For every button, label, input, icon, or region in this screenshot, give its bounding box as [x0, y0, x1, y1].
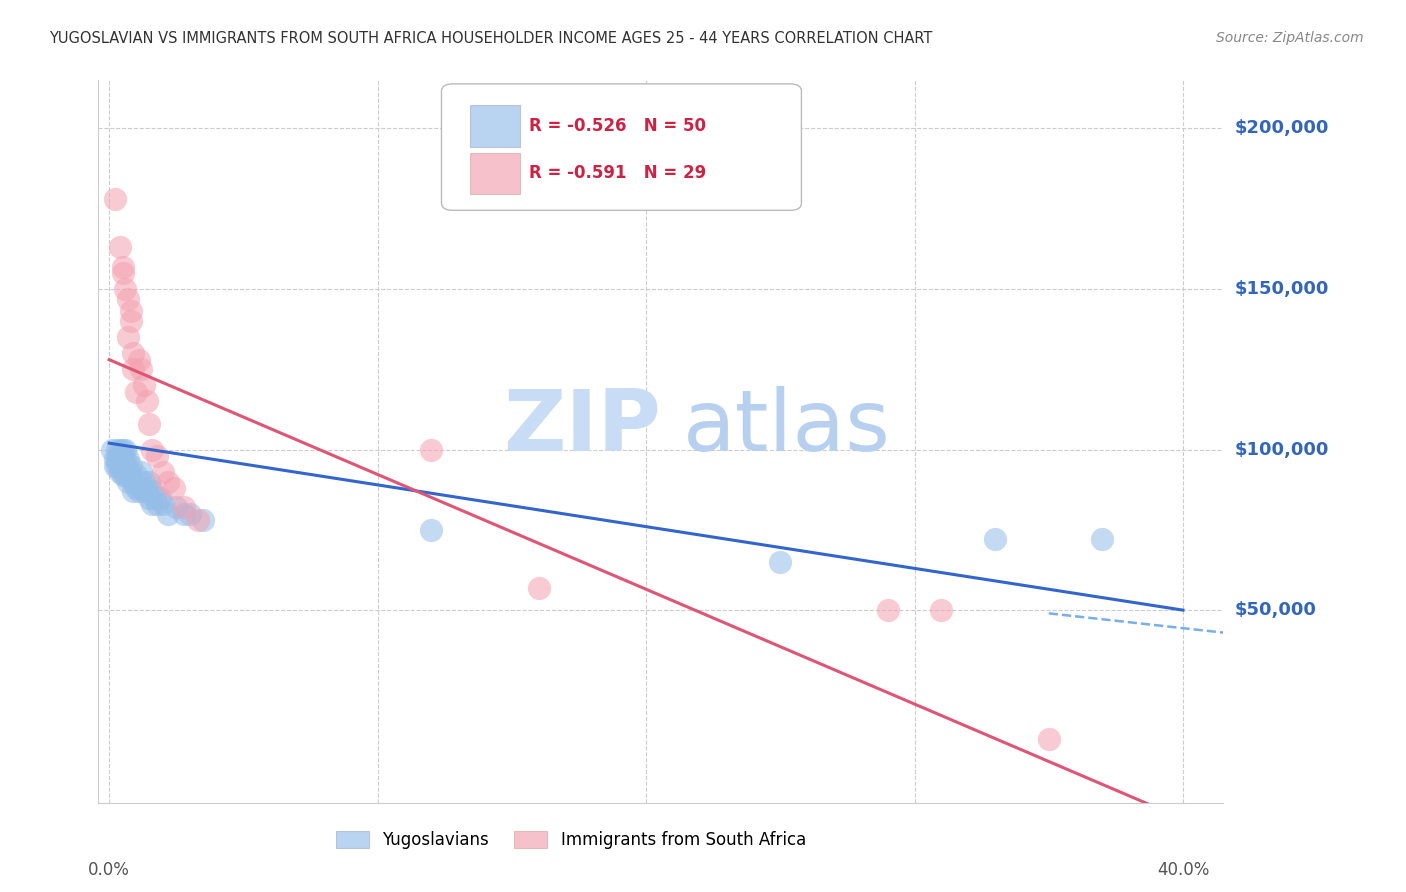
Point — [138, 417, 160, 431]
Point — [114, 468, 136, 483]
Point — [120, 314, 142, 328]
Point — [876, 603, 898, 617]
Point — [131, 362, 153, 376]
Point — [135, 481, 157, 495]
Point — [111, 468, 134, 483]
Point — [105, 458, 128, 473]
Point — [114, 442, 136, 457]
Point — [105, 442, 128, 457]
FancyBboxPatch shape — [470, 105, 520, 147]
Point — [131, 481, 153, 495]
Point — [125, 481, 148, 495]
Point — [132, 484, 155, 499]
Point — [179, 507, 201, 521]
Point — [191, 513, 214, 527]
Point — [120, 468, 142, 483]
Point — [187, 513, 209, 527]
Point — [122, 475, 145, 489]
Text: Source: ZipAtlas.com: Source: ZipAtlas.com — [1216, 31, 1364, 45]
Point — [108, 240, 131, 254]
Point — [165, 500, 187, 515]
Point — [141, 442, 163, 457]
Point — [152, 465, 174, 479]
Point — [122, 346, 145, 360]
Point — [138, 475, 160, 489]
Point — [146, 497, 169, 511]
Point — [141, 484, 163, 499]
Point — [120, 304, 142, 318]
Point — [101, 442, 124, 457]
Point — [117, 330, 139, 344]
Point — [131, 465, 153, 479]
Point — [111, 260, 134, 274]
Point — [420, 523, 443, 537]
Point — [108, 452, 131, 467]
Point — [117, 465, 139, 479]
Text: $50,000: $50,000 — [1234, 601, 1316, 619]
Point — [157, 507, 180, 521]
Text: 0.0%: 0.0% — [89, 861, 131, 879]
Text: $150,000: $150,000 — [1234, 280, 1329, 298]
Text: atlas: atlas — [683, 385, 891, 468]
Point — [157, 475, 180, 489]
Point — [103, 452, 125, 467]
Point — [103, 192, 125, 206]
Point — [527, 581, 550, 595]
Point — [111, 266, 134, 280]
Point — [1038, 731, 1060, 746]
Point — [108, 465, 131, 479]
FancyBboxPatch shape — [441, 84, 801, 211]
Point — [141, 497, 163, 511]
Point — [108, 458, 131, 473]
Point — [146, 449, 169, 463]
Point — [128, 352, 150, 367]
Point — [143, 491, 166, 505]
Point — [162, 481, 184, 495]
Text: ZIP: ZIP — [503, 385, 661, 468]
Point — [114, 282, 136, 296]
Text: $100,000: $100,000 — [1234, 441, 1329, 458]
Point — [108, 442, 131, 457]
Point — [122, 484, 145, 499]
Point — [138, 491, 160, 505]
Point — [132, 378, 155, 392]
Text: $200,000: $200,000 — [1234, 120, 1329, 137]
Legend: Yugoslavians, Immigrants from South Africa: Yugoslavians, Immigrants from South Afri… — [329, 824, 813, 856]
Point — [114, 452, 136, 467]
Text: 40.0%: 40.0% — [1157, 861, 1209, 879]
Point — [111, 452, 134, 467]
Point — [420, 442, 443, 457]
Point — [135, 394, 157, 409]
Point — [128, 484, 150, 499]
Point — [173, 507, 195, 521]
Point — [122, 362, 145, 376]
Point — [769, 555, 792, 569]
Point — [105, 452, 128, 467]
Point — [152, 497, 174, 511]
FancyBboxPatch shape — [470, 153, 520, 194]
Point — [114, 458, 136, 473]
Text: R = -0.591   N = 29: R = -0.591 N = 29 — [529, 164, 706, 183]
Point — [173, 500, 195, 515]
Point — [117, 292, 139, 306]
Point — [117, 452, 139, 467]
Point — [1091, 533, 1114, 547]
Point — [931, 603, 953, 617]
Point — [103, 458, 125, 473]
Point — [132, 475, 155, 489]
Text: R = -0.526   N = 50: R = -0.526 N = 50 — [529, 117, 706, 135]
Point — [111, 458, 134, 473]
Point — [984, 533, 1007, 547]
Point — [125, 468, 148, 483]
Point — [120, 458, 142, 473]
Point — [111, 442, 134, 457]
Text: YUGOSLAVIAN VS IMMIGRANTS FROM SOUTH AFRICA HOUSEHOLDER INCOME AGES 25 - 44 YEAR: YUGOSLAVIAN VS IMMIGRANTS FROM SOUTH AFR… — [49, 31, 932, 46]
Point — [125, 384, 148, 399]
Point — [149, 491, 172, 505]
Point — [117, 475, 139, 489]
